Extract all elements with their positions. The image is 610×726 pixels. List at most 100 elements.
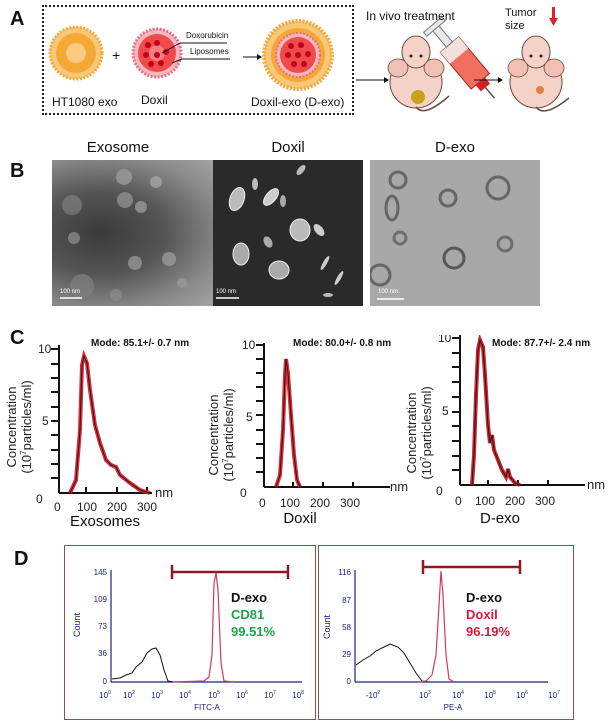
- svg-text:200: 200: [107, 500, 127, 514]
- tem-image-exosome: 100 nm: [52, 160, 215, 306]
- svg-text:0: 0: [436, 484, 443, 498]
- svg-text:106: 106: [236, 690, 248, 700]
- nta-mode-doxil: Mode: 80.0+/- 0.8 nm: [293, 338, 392, 349]
- flow-chart-doxil: Count 116 87 58 29 0 -102 103 104 105 106 1…: [322, 560, 560, 712]
- svg-text:107: 107: [264, 690, 276, 700]
- tem-image-doxil: 100 nm: [213, 160, 363, 306]
- size-label: size: [505, 20, 525, 32]
- nta-xlabel-exosome: Exosomes: [69, 513, 141, 530]
- schematic-box: [42, 5, 354, 115]
- svg-text:145: 145: [94, 568, 108, 577]
- tem-title-doxil: Doxil: [271, 139, 305, 156]
- svg-text:0: 0: [240, 486, 247, 500]
- flow-chart-cd81: Count 145 109 73 36 0 100 102 103 104 105 1…: [72, 565, 304, 712]
- svg-text:0: 0: [347, 677, 352, 686]
- svg-text:0: 0: [259, 496, 266, 510]
- svg-text:108: 108: [292, 690, 304, 700]
- nta-xlabel-doxil: Doxil: [283, 510, 317, 527]
- nta-mode-exosome: Mode: 85.1+/- 0.7 nm: [91, 338, 190, 349]
- svg-text:nm: nm: [390, 479, 408, 494]
- x-unit: nm: [155, 485, 173, 500]
- svg-text:73: 73: [98, 622, 107, 631]
- svg-text:58: 58: [342, 623, 351, 632]
- svg-text:(107particles/ml): (107particles/ml): [19, 380, 34, 473]
- svg-text:106: 106: [516, 690, 528, 700]
- scale-bar-exosome: 100 nm: [60, 289, 81, 295]
- scale-bar-doxil: 100 nm: [216, 289, 237, 295]
- liposomes-label: Liposomes: [190, 47, 229, 56]
- svg-text:300: 300: [535, 494, 555, 508]
- svg-text:10: 10: [38, 342, 52, 356]
- svg-text:Count: Count: [72, 613, 82, 638]
- nta-xlabel-dexo: D-exo: [479, 510, 520, 527]
- svg-text:0: 0: [54, 500, 61, 514]
- svg-text:100: 100: [99, 690, 111, 700]
- flow-label-dexo-right: D-exo: [466, 590, 503, 605]
- svg-text:200: 200: [310, 496, 330, 510]
- svg-text:5: 5: [246, 410, 253, 424]
- nanoparticle-schematic: [48, 19, 334, 91]
- svg-text:Concentration: Concentration: [206, 395, 221, 476]
- arrow-down-icon: [549, 7, 558, 26]
- nta-chart-exosome: Concentration (107particles/ml) 10 5 0 0…: [4, 342, 173, 514]
- flow-label-cd81: CD81: [231, 607, 265, 622]
- svg-text:103: 103: [419, 690, 431, 700]
- svg-text:10: 10: [242, 338, 256, 352]
- svg-text:100: 100: [280, 496, 300, 510]
- svg-text:0: 0: [36, 492, 43, 506]
- panel-letter-b: B: [10, 160, 25, 182]
- svg-text:Concentration: Concentration: [4, 387, 19, 468]
- svg-text:104: 104: [179, 690, 191, 700]
- tumor-label: Tumor: [505, 7, 537, 19]
- exo-label: HT1080 exo: [52, 95, 118, 109]
- svg-text:Concentration: Concentration: [404, 393, 419, 474]
- svg-text:-102: -102: [366, 690, 381, 700]
- svg-text:100: 100: [475, 494, 495, 508]
- svg-text:200: 200: [505, 494, 525, 508]
- tem-title-dexo: D-exo: [434, 139, 475, 156]
- panel-letter-d: D: [14, 548, 29, 570]
- d-exo-icon: [262, 19, 334, 91]
- svg-text:300: 300: [137, 500, 157, 514]
- flow-label-dexo-left: D-exo: [231, 590, 268, 605]
- svg-text:(107particles/ml): (107particles/ml): [221, 388, 236, 481]
- svg-text:107: 107: [548, 690, 560, 700]
- svg-text:109: 109: [94, 595, 108, 604]
- tem-title-exosome: Exosome: [86, 139, 150, 156]
- syringe-icon: [422, 16, 496, 99]
- nta-chart-doxil: Concentration (107particles/ml) 10 5 0 0…: [206, 338, 408, 510]
- svg-text:10: 10: [438, 335, 452, 345]
- in-vivo-schematic: [356, 7, 570, 112]
- flow-panel-cd81: [64, 545, 316, 720]
- panel-letter-c: C: [10, 327, 25, 349]
- exosome-icon: [48, 25, 104, 81]
- svg-text:29: 29: [342, 650, 351, 659]
- flow-label-doxil-percent: 96.19%: [466, 624, 511, 639]
- flow-xlabel-left: FITC-A: [194, 703, 220, 712]
- svg-text:105: 105: [208, 690, 220, 700]
- svg-text:Count: Count: [322, 615, 332, 640]
- svg-text:102: 102: [123, 690, 135, 700]
- dexo-label: Doxil-exo (D-exo): [251, 95, 345, 109]
- flow-panel-doxil: [318, 545, 574, 720]
- svg-text:116: 116: [338, 568, 351, 577]
- svg-text:104: 104: [452, 690, 464, 700]
- svg-text:5: 5: [42, 414, 49, 428]
- scale-bar-dexo: 100 nm: [378, 289, 399, 295]
- svg-text:5: 5: [442, 404, 449, 418]
- flow-xlabel-right: PE-A: [444, 703, 463, 712]
- svg-text:0: 0: [103, 677, 108, 686]
- svg-text:nm: nm: [587, 477, 605, 492]
- svg-text:105: 105: [484, 690, 496, 700]
- svg-text:103: 103: [151, 690, 163, 700]
- svg-text:36: 36: [98, 649, 107, 658]
- nta-mode-dexo: Mode: 87.7+/- 2.4 nm: [492, 338, 591, 349]
- invivo-label: In vivo treatment: [366, 9, 455, 23]
- mouse-treated-icon: [507, 35, 570, 112]
- svg-text:87: 87: [342, 596, 351, 605]
- panel-letter-a: A: [10, 8, 25, 30]
- svg-text:300: 300: [340, 496, 360, 510]
- svg-text:100: 100: [77, 500, 97, 514]
- svg-text:0: 0: [455, 494, 462, 508]
- doxorubicin-label: Doxorubicin: [186, 31, 229, 40]
